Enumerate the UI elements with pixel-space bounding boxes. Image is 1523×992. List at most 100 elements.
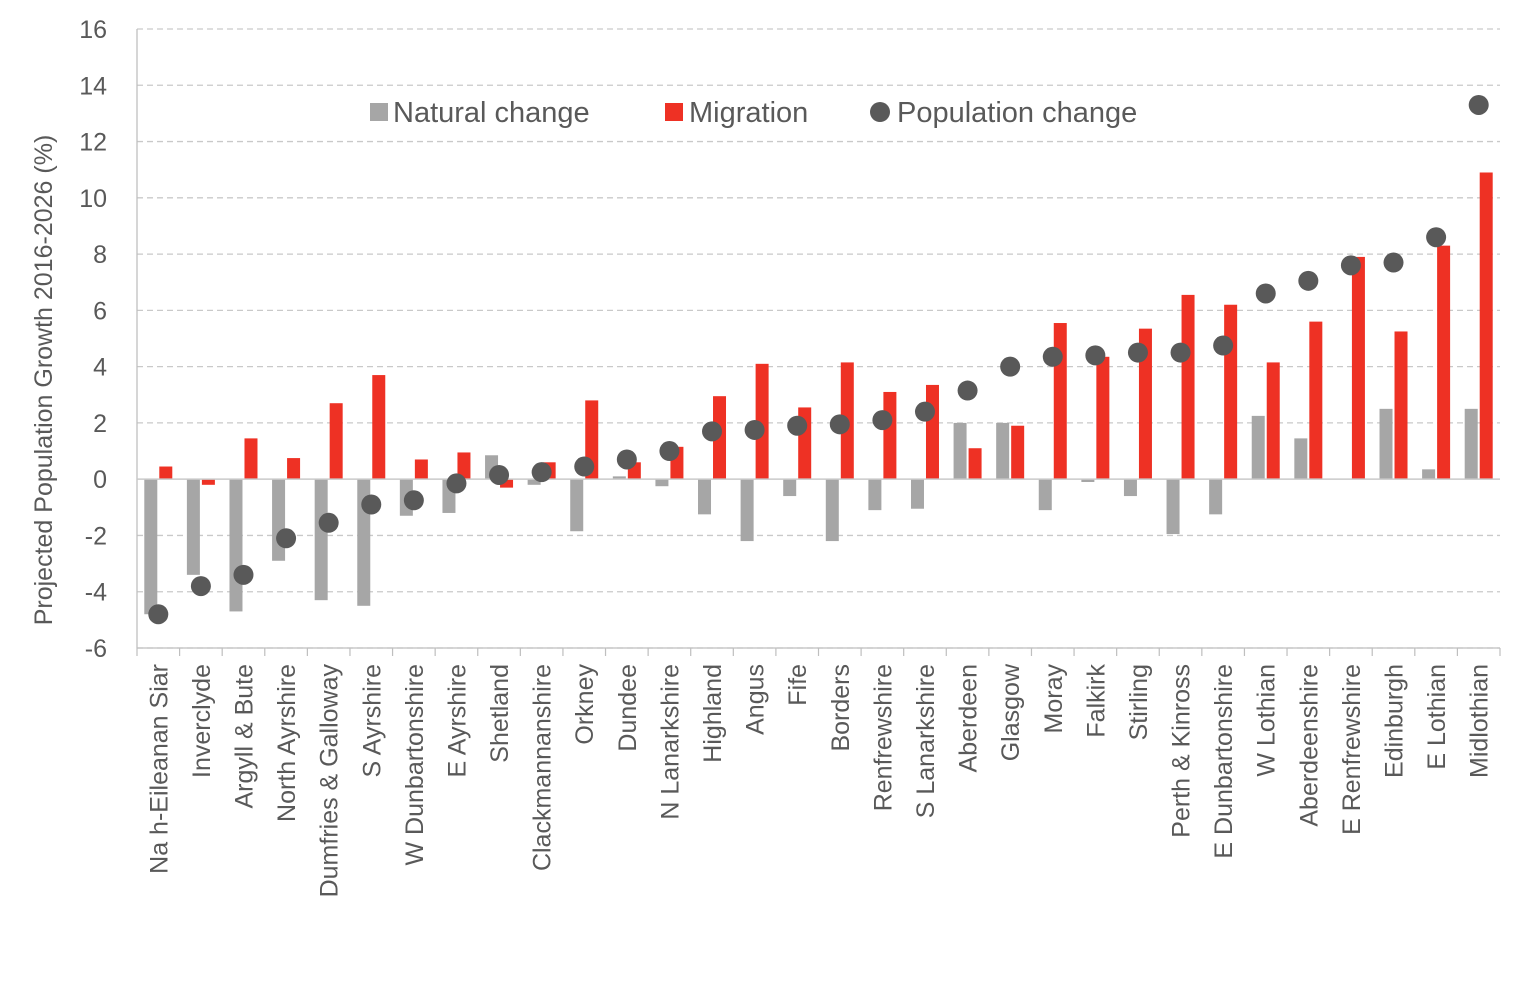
- migration-bar: [1053, 323, 1067, 480]
- migration-bar: [500, 479, 514, 488]
- migration-bar: [1181, 294, 1195, 480]
- x-category-label: Dundee: [614, 664, 642, 752]
- population-change-marker: [1255, 283, 1276, 304]
- population-change-marker: [446, 473, 467, 494]
- gridlines: [137, 28, 1500, 649]
- legend-migration-label: Migration: [689, 97, 808, 129]
- x-category-label: S Lanarkshire: [912, 664, 940, 818]
- natural-change-bar: [314, 479, 328, 601]
- x-category-label: Perth & Kinross: [1168, 664, 1196, 838]
- x-category-label: Argyll & Bute: [230, 664, 258, 809]
- x-category-label: Edinburgh: [1381, 664, 1409, 778]
- x-category-label: Midlothian: [1466, 664, 1494, 778]
- population-change-marker: [1000, 356, 1021, 377]
- x-category-label: Shetland: [486, 664, 514, 763]
- natural-change-bar: [1166, 479, 1180, 535]
- y-tick-label: -4: [85, 579, 107, 607]
- x-category-label: W Dunbartonshire: [401, 664, 429, 865]
- population-change-marker: [744, 419, 765, 440]
- population-change-marker: [1426, 227, 1447, 248]
- natural-change-bar: [783, 479, 797, 497]
- natural-change-bar: [1123, 479, 1137, 497]
- population-change-marker: [914, 401, 935, 422]
- zero-line: [136, 478, 1501, 656]
- y-tick-label: 4: [93, 354, 107, 382]
- population-change-marker: [1127, 342, 1148, 363]
- migration-bar: [457, 452, 471, 480]
- legend-natural-change-swatch: [370, 103, 388, 121]
- legend-population-change-label: Population change: [897, 97, 1137, 129]
- y-axis-title: Projected Population Growth 2016-2026 (%…: [30, 135, 58, 626]
- population-change-marker: [148, 604, 169, 625]
- y-tick-label: 0: [93, 466, 107, 494]
- x-category-label: E Ayrshire: [443, 664, 471, 777]
- natural-change-bar: [527, 479, 541, 485]
- migration-bar: [755, 363, 769, 480]
- y-tick-label: 8: [93, 241, 107, 269]
- migration-bar: [1351, 256, 1365, 480]
- population-change-marker: [872, 410, 893, 431]
- x-category-label: E Dunbartonshire: [1210, 664, 1238, 859]
- natural-change-bar: [229, 479, 243, 612]
- x-category-label: E Lothian: [1423, 664, 1451, 770]
- x-category-label: Angus: [742, 664, 770, 735]
- population-change-marker: [829, 414, 850, 435]
- population-change-marker: [1383, 252, 1404, 273]
- x-category-label: Orkney: [571, 664, 599, 745]
- legend-migration-swatch: [665, 103, 683, 121]
- x-category-label: N Lanarkshire: [656, 664, 684, 820]
- natural-change-bar: [868, 479, 882, 511]
- y-axis: -6 -4 -2 0 2 4 6 8 10 12 14 16: [79, 16, 138, 663]
- population-change-marker: [702, 421, 723, 442]
- natural-change-bar: [698, 479, 712, 515]
- migration-bar: [883, 391, 897, 480]
- population-change-marker: [1298, 270, 1319, 291]
- population-change-marker: [1042, 346, 1063, 367]
- migration-bar: [1266, 362, 1280, 480]
- x-axis-labels: Na h-Eileanan Siar Inverclyde Argyll & But…: [145, 663, 1493, 897]
- migration-bar: [1138, 328, 1152, 480]
- x-category-label: Dumfries & Galloway: [316, 664, 344, 898]
- y-tick-label: 12: [79, 129, 107, 157]
- natural-change-bar: [272, 479, 286, 561]
- x-category-label: Aberdeen: [955, 664, 983, 772]
- migration-bar: [244, 438, 258, 480]
- x-category-label: Glasgow: [997, 663, 1025, 761]
- population-change-marker: [1170, 342, 1191, 363]
- x-category-label: Moray: [1040, 664, 1068, 734]
- natural-change-bar: [1038, 479, 1052, 511]
- population-change-marker: [1213, 335, 1234, 356]
- legend-natural-change-label: Natural change: [393, 97, 590, 129]
- natural-change-bar: [740, 479, 754, 542]
- natural-change-bar: [825, 479, 839, 542]
- population-change-marker: [489, 464, 510, 485]
- x-category-label: Borders: [827, 664, 855, 752]
- population-change-marker: [233, 564, 254, 585]
- x-category-label: Renfrewshire: [869, 664, 897, 811]
- natural-change-bar: [1422, 469, 1436, 480]
- migration-bar: [968, 448, 982, 480]
- y-tick-label: 10: [79, 185, 107, 213]
- natural-change-bar: [1294, 438, 1308, 480]
- y-tick-label: 14: [79, 72, 107, 100]
- natural-change-bar: [1251, 415, 1265, 480]
- migration-bar: [925, 384, 939, 480]
- natural-change-bar: [1081, 479, 1095, 482]
- migration-bar: [1309, 321, 1323, 480]
- y-tick-label: 16: [79, 16, 107, 44]
- population-change-marker: [276, 528, 297, 549]
- migration-bar: [201, 479, 215, 485]
- x-category-label: Highland: [699, 664, 727, 763]
- population-change-marker: [616, 449, 637, 470]
- x-category-label: Inverclyde: [188, 664, 216, 778]
- natural-change-bar: [1379, 408, 1393, 480]
- x-category-label: Fife: [784, 664, 812, 706]
- x-category-label: Falkirk: [1082, 664, 1110, 738]
- natural-change-bar: [1464, 408, 1478, 480]
- migration-bar: [1224, 304, 1238, 480]
- natural-change-bar: [186, 479, 200, 575]
- population-change-marker: [403, 490, 424, 511]
- migration-bar: [1394, 331, 1408, 480]
- x-category-label: S Ayrshire: [358, 664, 386, 777]
- natural-change-bar: [953, 422, 967, 480]
